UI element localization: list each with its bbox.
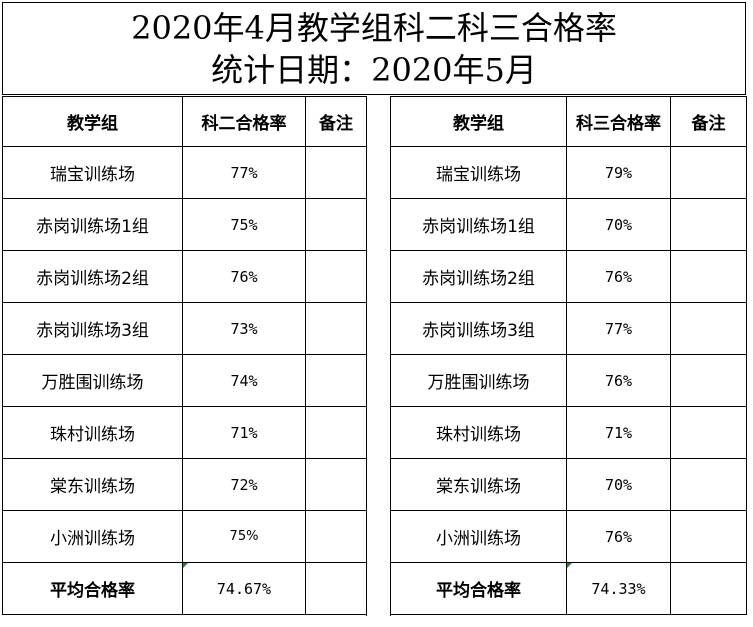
average-value-cell[interactable]: 74.33%	[566, 562, 671, 615]
note-cell[interactable]	[670, 146, 747, 199]
group-cell[interactable]: 珠村训练场	[390, 406, 567, 459]
header-rate[interactable]: 科三合格率	[566, 96, 671, 147]
rate-cell[interactable]: 72%	[182, 458, 306, 511]
note-cell[interactable]	[670, 354, 747, 407]
rate-cell[interactable]: 70%	[566, 198, 671, 251]
group-cell[interactable]: 瑞宝训练场	[2, 146, 183, 199]
subject2-table: 教学组 科二合格率 备注 瑞宝训练场 77% 赤岗训练场1组 75% 赤岗训练场…	[2, 96, 367, 615]
note-cell[interactable]	[305, 250, 367, 303]
note-cell[interactable]	[670, 562, 747, 615]
note-cell[interactable]	[305, 302, 367, 355]
average-label[interactable]: 平均合格率	[390, 562, 567, 615]
header-rate[interactable]: 科二合格率	[182, 96, 306, 147]
note-cell[interactable]	[670, 406, 747, 459]
table-row: 珠村训练场 71%	[390, 406, 747, 459]
rate-cell[interactable]: 76%	[566, 250, 671, 303]
rate-cell[interactable]: 71%	[566, 406, 671, 459]
comment-marker-icon	[567, 563, 572, 568]
group-cell[interactable]: 赤岗训练场1组	[2, 198, 183, 251]
table-row: 瑞宝训练场 77%	[2, 146, 367, 199]
group-cell[interactable]: 棠东训练场	[2, 458, 183, 511]
subject3-table: 教学组 科三合格率 备注 瑞宝训练场 79% 赤岗训练场1组 70% 赤岗训练场…	[390, 96, 747, 615]
group-cell[interactable]: 万胜围训练场	[390, 354, 567, 407]
rate-cell[interactable]: 73%	[182, 302, 306, 355]
report-date: 统计日期：2020年5月	[211, 51, 537, 89]
subject2-table-wrap: 教学组 科二合格率 备注 瑞宝训练场 77% 赤岗训练场1组 75% 赤岗训练场…	[2, 96, 367, 615]
note-cell[interactable]	[305, 510, 367, 563]
report-title: 2020年4月教学组科二科三合格率	[131, 9, 617, 47]
note-cell[interactable]	[670, 198, 747, 251]
rate-cell[interactable]: 76%	[182, 250, 306, 303]
rate-cell[interactable]: 70%	[566, 458, 671, 511]
group-cell[interactable]: 瑞宝训练场	[390, 146, 567, 199]
subject3-table-wrap: 教学组 科三合格率 备注 瑞宝训练场 79% 赤岗训练场1组 70% 赤岗训练场…	[390, 96, 747, 615]
table-row: 珠村训练场 71%	[2, 406, 367, 459]
column-gap	[366, 96, 391, 616]
table-row: 小洲训练场 75%	[2, 510, 367, 563]
group-cell[interactable]: 赤岗训练场2组	[390, 250, 567, 303]
note-cell[interactable]	[670, 250, 747, 303]
rate-cell[interactable]: 71%	[182, 406, 306, 459]
average-value: 74.67%	[216, 579, 272, 598]
title-cell[interactable]: 2020年4月教学组科二科三合格率 统计日期：2020年5月	[2, 2, 746, 95]
average-label[interactable]: 平均合格率	[2, 562, 183, 615]
group-cell[interactable]: 小洲训练场	[390, 510, 567, 563]
table-row: 赤岗训练场3组 77%	[390, 302, 747, 355]
note-cell[interactable]	[305, 458, 367, 511]
group-cell[interactable]: 珠村训练场	[2, 406, 183, 459]
table-row: 赤岗训练场1组 75%	[2, 198, 367, 251]
header-note[interactable]: 备注	[305, 96, 367, 147]
rate-cell[interactable]: 76%	[566, 354, 671, 407]
note-cell[interactable]	[670, 302, 747, 355]
header-group[interactable]: 教学组	[390, 96, 567, 147]
rate-cell[interactable]: 76%	[566, 510, 671, 563]
table-row: 赤岗训练场2组 76%	[390, 250, 747, 303]
rate-cell[interactable]: 74%	[182, 354, 306, 407]
table-row: 赤岗训练场3组 73%	[2, 302, 367, 355]
table-row: 小洲训练场 76%	[390, 510, 747, 563]
group-cell[interactable]: 棠东训练场	[390, 458, 567, 511]
rate-cell[interactable]: 79%	[566, 146, 671, 199]
note-cell[interactable]	[670, 510, 747, 563]
table-row: 棠东训练场 72%	[2, 458, 367, 511]
average-row: 平均合格率 74.33%	[390, 562, 747, 615]
rate-cell[interactable]: 75%	[182, 510, 306, 563]
group-cell[interactable]: 赤岗训练场1组	[390, 198, 567, 251]
average-row: 平均合格率 74.67%	[2, 562, 367, 615]
header-row: 教学组 科二合格率 备注	[2, 96, 367, 147]
note-cell[interactable]	[670, 458, 747, 511]
group-cell[interactable]: 万胜围训练场	[2, 354, 183, 407]
comment-marker-icon	[183, 563, 188, 568]
note-cell[interactable]	[305, 354, 367, 407]
average-value: 74.33%	[591, 579, 646, 598]
header-note[interactable]: 备注	[670, 96, 747, 147]
note-cell[interactable]	[305, 198, 367, 251]
table-row: 万胜围训练场 76%	[390, 354, 747, 407]
group-cell[interactable]: 小洲训练场	[2, 510, 183, 563]
group-cell[interactable]: 赤岗训练场3组	[390, 302, 567, 355]
note-cell[interactable]	[305, 146, 367, 199]
rate-cell[interactable]: 77%	[566, 302, 671, 355]
note-cell[interactable]	[305, 406, 367, 459]
header-group[interactable]: 教学组	[2, 96, 183, 147]
group-cell[interactable]: 赤岗训练场3组	[2, 302, 183, 355]
rate-cell[interactable]: 75%	[182, 198, 306, 251]
table-row: 赤岗训练场1组 70%	[390, 198, 747, 251]
table-row: 棠东训练场 70%	[390, 458, 747, 511]
table-row: 赤岗训练场2组 76%	[2, 250, 367, 303]
note-cell[interactable]	[305, 562, 367, 615]
average-value-cell[interactable]: 74.67%	[182, 562, 306, 615]
header-row: 教学组 科三合格率 备注	[390, 96, 747, 147]
table-row: 万胜围训练场 74%	[2, 354, 367, 407]
rate-cell[interactable]: 77%	[182, 146, 306, 199]
table-row: 瑞宝训练场 79%	[390, 146, 747, 199]
group-cell[interactable]: 赤岗训练场2组	[2, 250, 183, 303]
